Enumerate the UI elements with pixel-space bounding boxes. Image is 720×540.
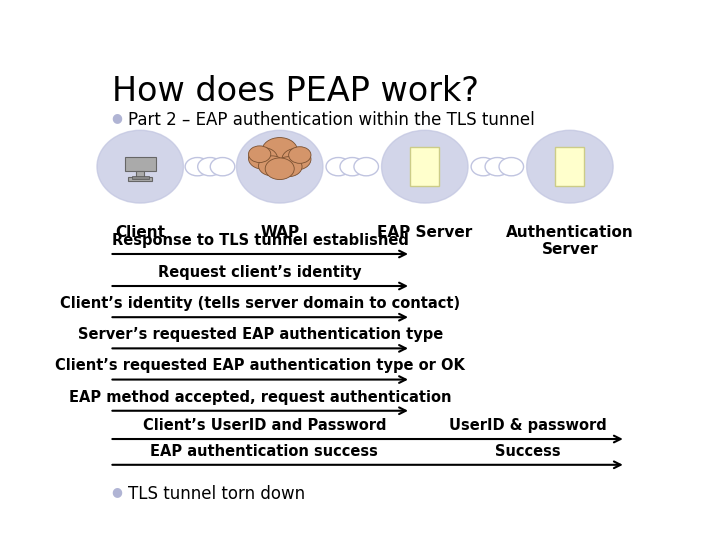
- Text: TLS tunnel torn down: TLS tunnel torn down: [128, 485, 305, 503]
- Circle shape: [485, 158, 510, 176]
- Circle shape: [258, 156, 285, 176]
- Text: WAP: WAP: [260, 225, 300, 240]
- Text: Request client’s identity: Request client’s identity: [158, 265, 362, 280]
- Circle shape: [499, 158, 523, 176]
- Text: ●: ●: [111, 111, 122, 124]
- Circle shape: [471, 158, 495, 176]
- Text: EAP method accepted, request authentication: EAP method accepted, request authenticat…: [69, 389, 451, 404]
- Circle shape: [210, 158, 235, 176]
- Circle shape: [326, 158, 351, 176]
- Text: EAP authentication success: EAP authentication success: [150, 443, 378, 458]
- Text: Authentication
Server: Authentication Server: [506, 225, 634, 257]
- Ellipse shape: [526, 130, 613, 203]
- Text: Part 2 – EAP authentication within the TLS tunnel: Part 2 – EAP authentication within the T…: [128, 111, 535, 130]
- Text: Response to TLS tunnel established: Response to TLS tunnel established: [112, 233, 409, 248]
- Circle shape: [248, 147, 277, 169]
- Text: Client’s identity (tells server domain to contact): Client’s identity (tells server domain t…: [60, 296, 460, 311]
- Circle shape: [289, 147, 311, 163]
- Text: EAP Server: EAP Server: [377, 225, 472, 240]
- Circle shape: [282, 148, 311, 170]
- Text: Client’s UserID and Password: Client’s UserID and Password: [143, 418, 386, 433]
- Text: ●: ●: [111, 485, 122, 498]
- Text: Client’s requested EAP authentication type or OK: Client’s requested EAP authentication ty…: [55, 359, 465, 373]
- Circle shape: [265, 158, 294, 180]
- Bar: [128, 177, 153, 180]
- Ellipse shape: [97, 130, 184, 203]
- Ellipse shape: [236, 130, 323, 203]
- Circle shape: [248, 146, 271, 163]
- Circle shape: [275, 157, 302, 177]
- Text: UserID & password: UserID & password: [449, 418, 607, 433]
- Text: Client: Client: [115, 225, 165, 240]
- FancyBboxPatch shape: [555, 147, 585, 186]
- Text: How does PEAP work?: How does PEAP work?: [112, 75, 480, 108]
- Circle shape: [185, 158, 210, 176]
- Circle shape: [340, 158, 364, 176]
- Ellipse shape: [382, 130, 468, 203]
- Circle shape: [262, 138, 297, 164]
- Circle shape: [198, 158, 222, 176]
- Text: Server’s requested EAP authentication type: Server’s requested EAP authentication ty…: [78, 327, 443, 342]
- Text: Success: Success: [495, 443, 561, 458]
- FancyBboxPatch shape: [125, 157, 156, 172]
- Circle shape: [354, 158, 379, 176]
- FancyBboxPatch shape: [410, 147, 439, 186]
- Bar: [136, 171, 144, 179]
- Bar: [132, 177, 148, 179]
